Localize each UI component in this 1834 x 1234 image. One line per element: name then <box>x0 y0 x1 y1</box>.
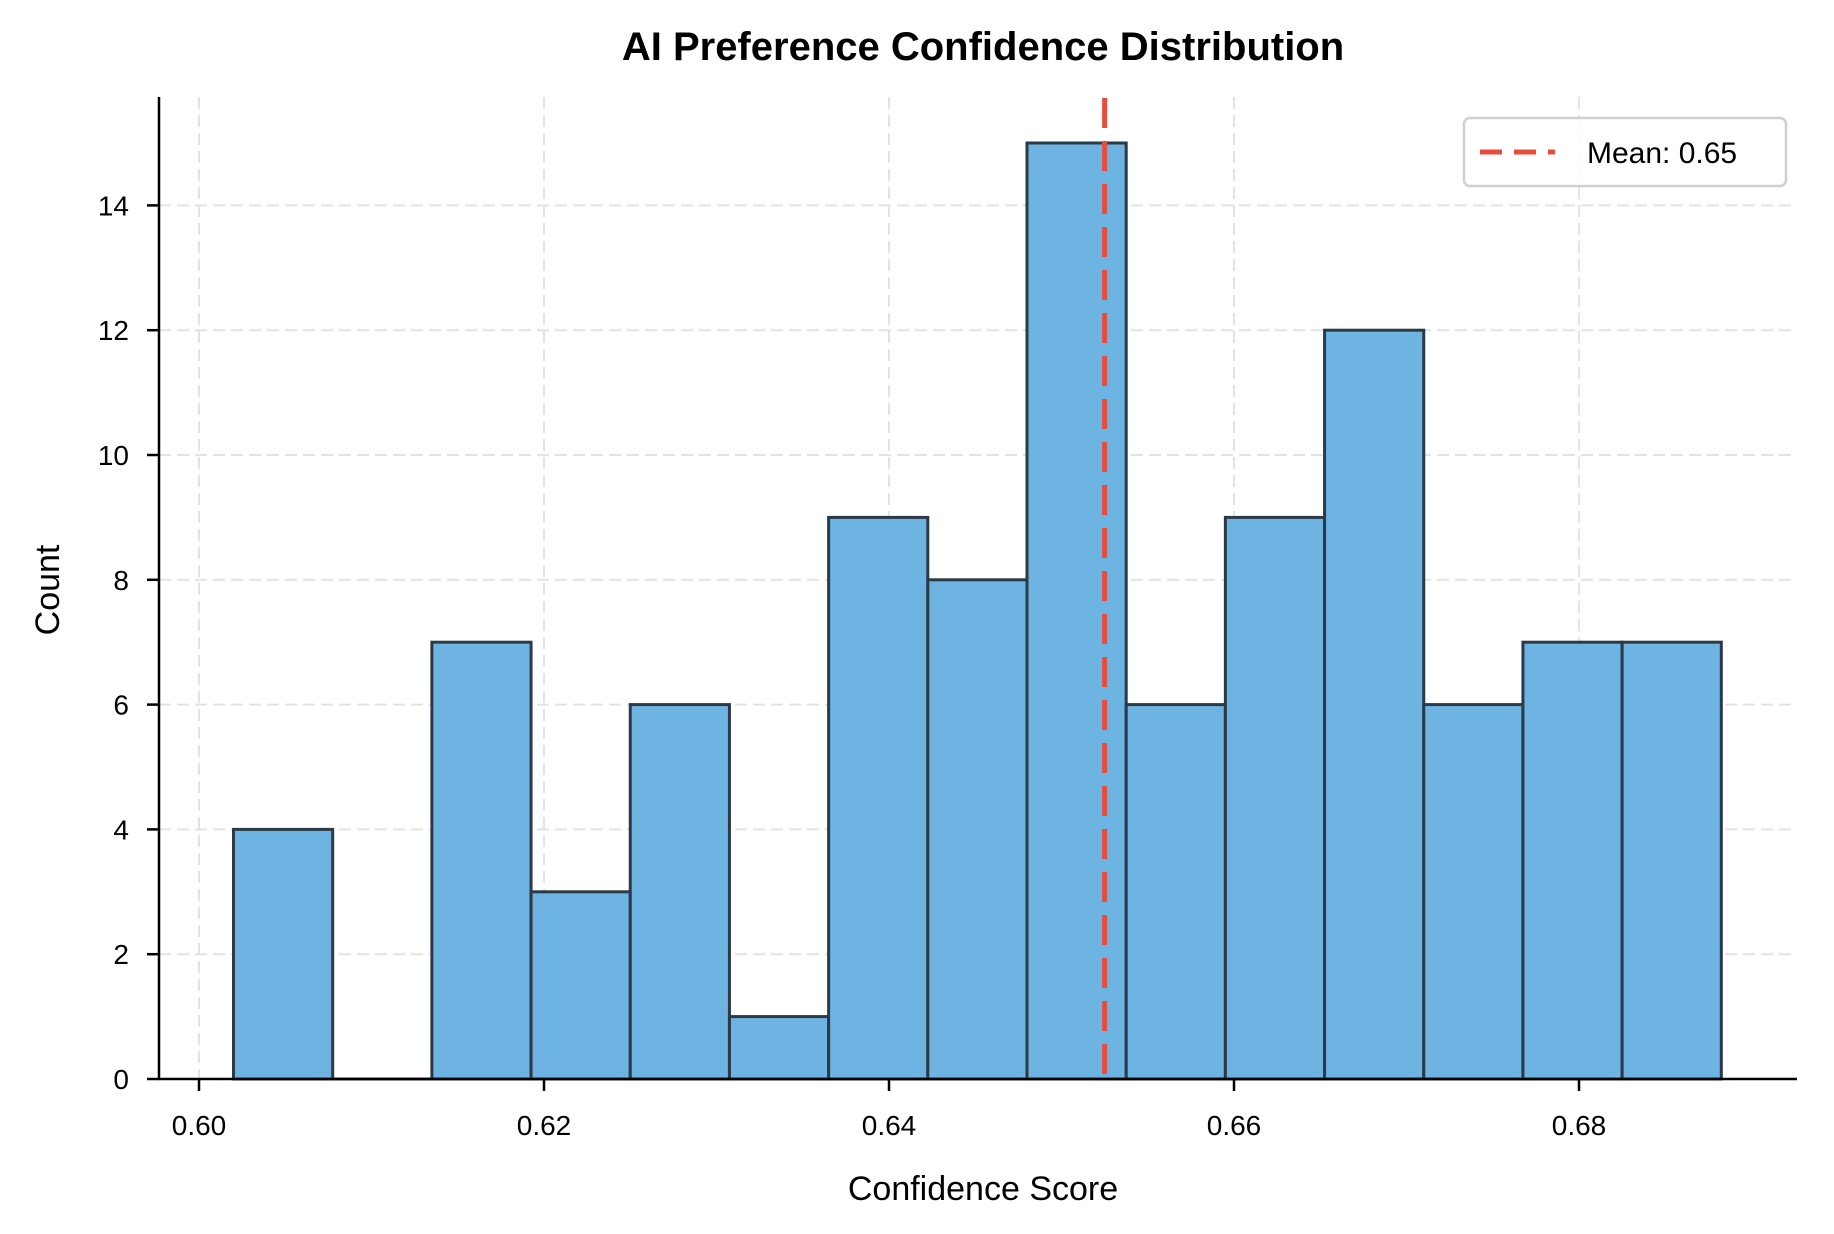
histogram-bar <box>1521 640 1624 1081</box>
y-axis-ticks: 0 2 4 6 8 10 12 14 <box>98 190 159 1095</box>
chart-title: AI Preference Confidence Distribution <box>622 25 1344 69</box>
y-tick-label: 8 <box>113 565 129 596</box>
y-tick-label: 6 <box>113 690 129 721</box>
histogram-bar <box>727 1015 831 1081</box>
histogram-bar <box>1620 640 1723 1081</box>
x-tick-label: 0.68 <box>1552 1110 1607 1141</box>
histogram-bar <box>529 890 632 1081</box>
y-tick-label: 2 <box>113 939 129 970</box>
histogram-bar <box>1422 703 1525 1081</box>
legend-label-mean: Mean: 0.65 <box>1587 137 1737 170</box>
y-tick-label: 0 <box>113 1064 129 1095</box>
histogram-bar <box>430 640 533 1081</box>
x-tick-label: 0.62 <box>517 1110 572 1141</box>
y-axis-label: Count <box>29 544 67 635</box>
histogram-bar <box>232 827 335 1081</box>
x-axis-label: Confidence Score <box>848 1170 1118 1208</box>
x-tick-label: 0.64 <box>862 1110 917 1141</box>
histogram-bar <box>827 515 930 1081</box>
y-tick-label: 14 <box>98 190 129 221</box>
histogram-bar <box>1025 141 1128 1081</box>
x-axis-ticks: 0.60 0.62 0.64 0.66 0.68 <box>172 1079 1607 1141</box>
x-tick-label: 0.66 <box>1207 1110 1262 1141</box>
y-tick-label: 4 <box>113 814 129 845</box>
histogram-bars <box>232 141 1723 1081</box>
histogram-bar <box>926 578 1029 1081</box>
y-tick-label: 10 <box>98 440 129 471</box>
y-tick-label: 12 <box>98 315 129 346</box>
legend: Mean: 0.65 <box>1462 116 1788 188</box>
histogram-bar <box>1323 328 1426 1081</box>
histogram-bar <box>1223 515 1327 1081</box>
legend-box <box>1462 116 1788 188</box>
histogram-bar <box>1124 703 1227 1081</box>
histogram-bar <box>628 703 731 1081</box>
x-tick-label: 0.60 <box>172 1110 227 1141</box>
